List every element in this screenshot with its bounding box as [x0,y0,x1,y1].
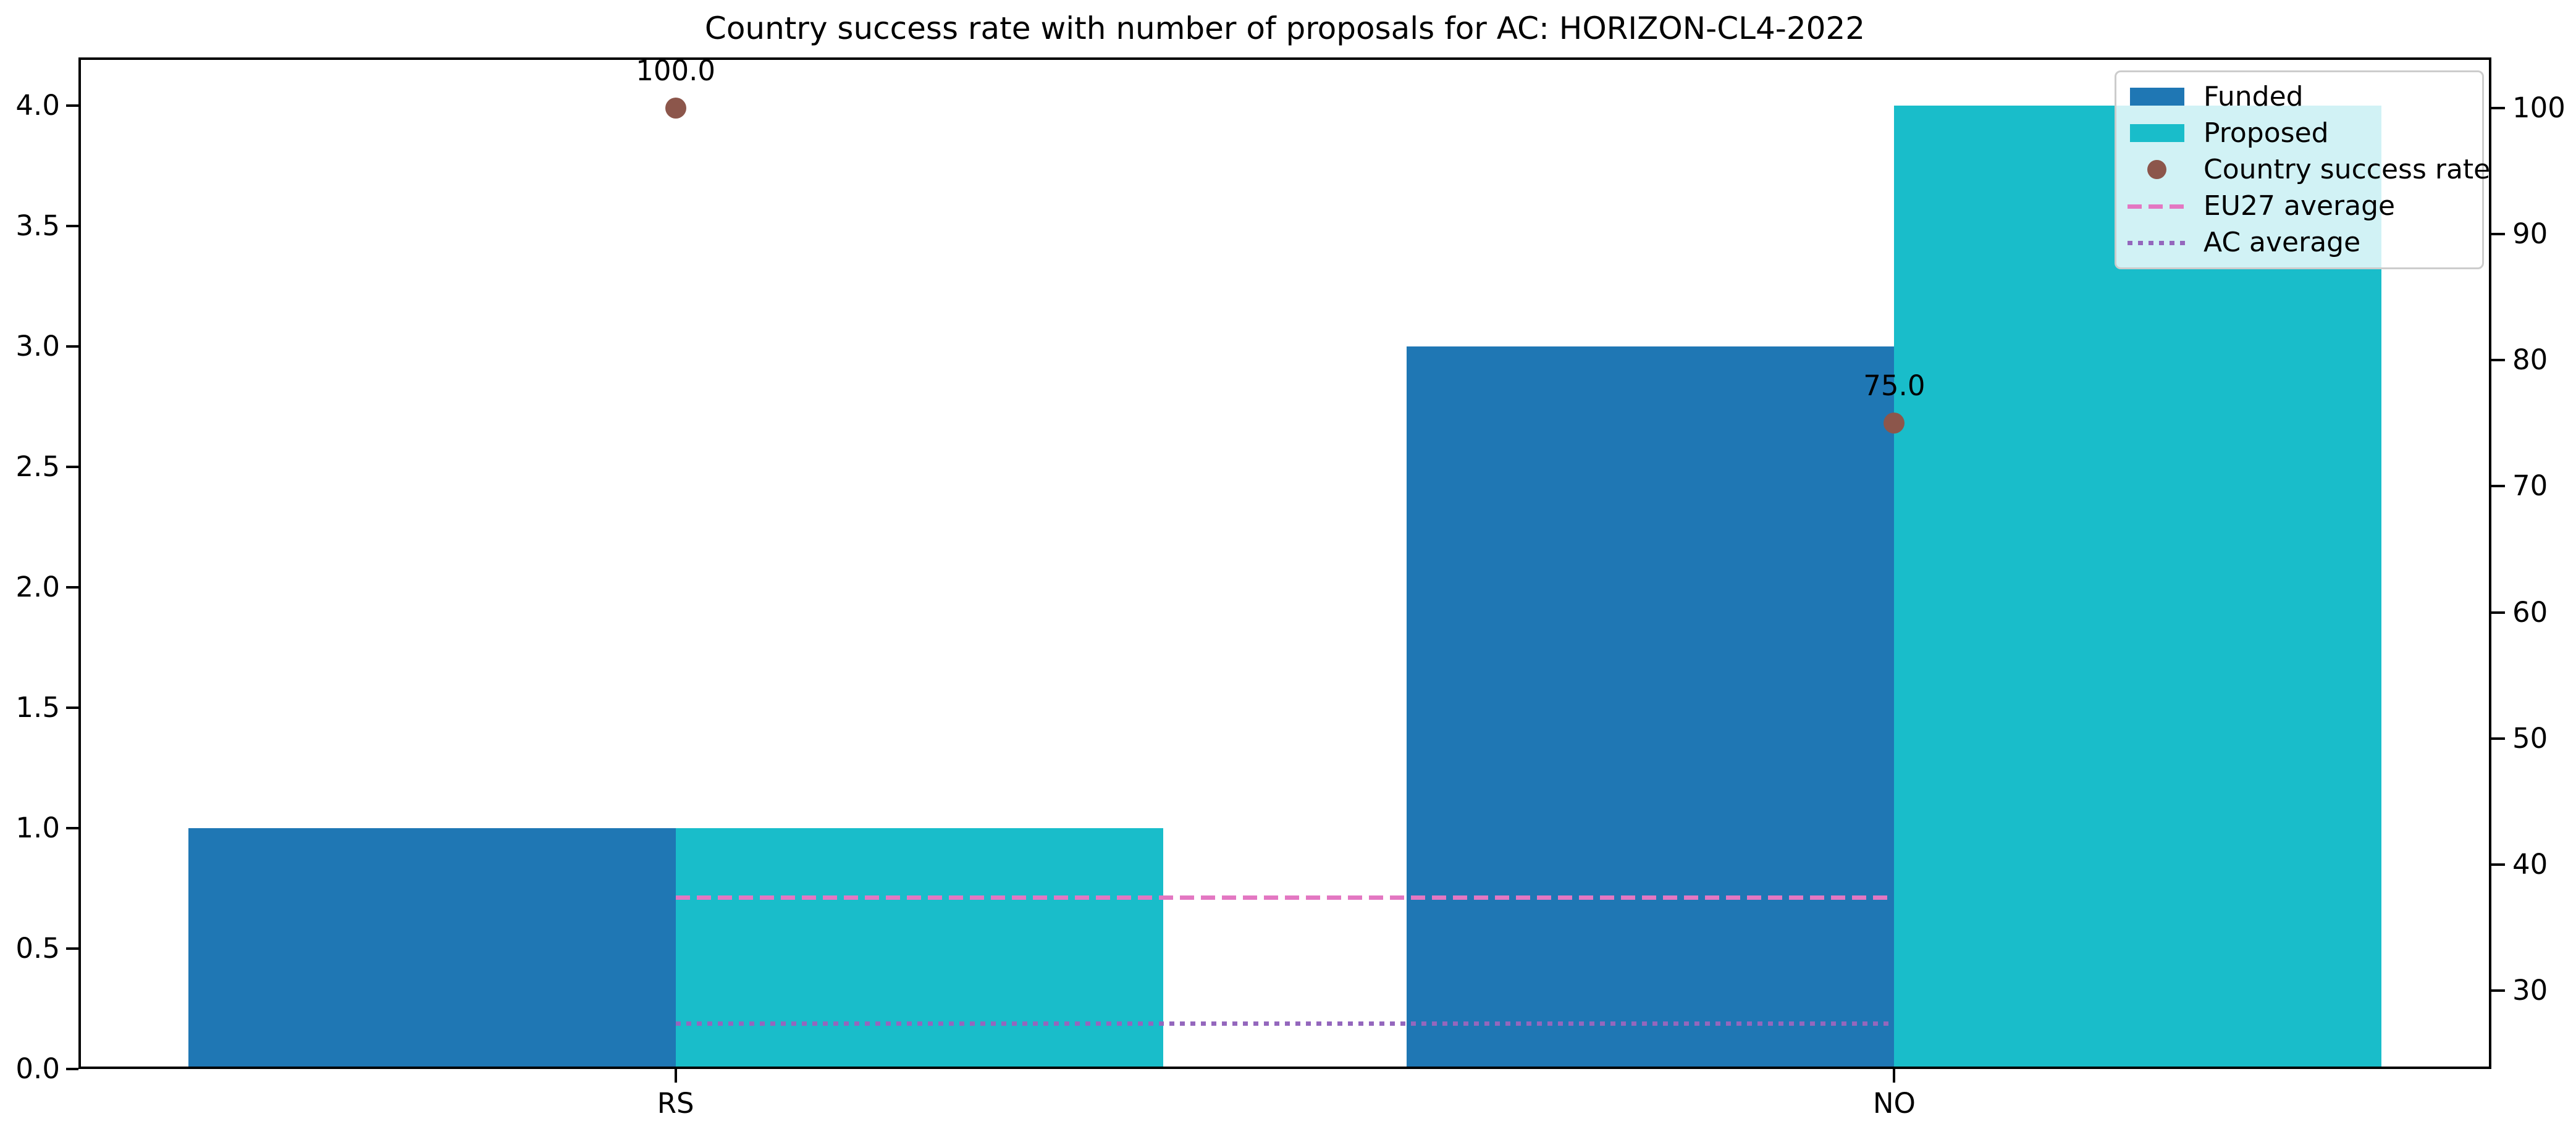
bar-funded-rs [188,828,676,1069]
patch-icon [2128,124,2186,143]
right-axis-tick-label-40: 40 [2512,848,2548,881]
left-axis-tick-4.0 [66,104,78,107]
left-axis-tick-label-1.0: 1.0 [15,811,60,844]
legend-label: EU27 average [2203,190,2396,222]
dot-icon [2128,160,2186,180]
dotted-line-icon [2128,240,2186,245]
left-axis-tick-label-0.5: 0.5 [15,932,60,965]
legend-label: Proposed [2203,117,2329,149]
x-axis-tick-rs [674,1069,677,1083]
right-axis-tick-90 [2491,232,2505,235]
left-axis-tick-1.0 [66,827,78,829]
right-axis-tick-80 [2491,359,2505,362]
legend-item-country-success-rate: Country success rate [2128,151,2490,188]
left-axis-tick-2.5 [66,466,78,468]
chart-title: Country success rate with number of prop… [704,10,1866,46]
left-axis-tick-3.0 [66,345,78,348]
x-axis-tick-no [1893,1069,1896,1083]
ac-average-line [675,1021,1895,1026]
left-axis-tick-label-3.5: 3.5 [15,209,60,242]
right-axis-tick-label-90: 90 [2512,217,2548,250]
left-axis-tick-label-3.0: 3.0 [15,330,60,363]
left-axis-tick-label-4.0: 4.0 [15,89,60,122]
right-axis-tick-label-30: 30 [2512,974,2548,1007]
legend-label: AC average [2203,227,2361,259]
legend-label: Country success rate [2203,153,2491,185]
legend-item-ac-average: AC average [2128,225,2471,261]
right-axis-tick-label-50: 50 [2512,721,2548,755]
legend-label: Funded [2203,80,2304,112]
legend-item-funded: Funded [2128,78,2471,115]
right-axis-tick-60 [2491,611,2505,614]
right-axis-tick-50 [2491,737,2505,740]
left-axis-tick-label-1.5: 1.5 [15,691,60,724]
left-axis-tick-2.0 [66,586,78,589]
right-axis-tick-70 [2491,485,2505,488]
success-rate-value-label-no: 75.0 [1863,369,1926,403]
right-axis-tick-label-60: 60 [2512,595,2548,629]
right-axis-tick-label-80: 80 [2512,343,2548,377]
left-axis-tick-1.5 [66,706,78,709]
country-success-rate-point-rs [665,97,686,119]
left-axis-tick-0.0 [66,1068,78,1070]
country-success-rate-point-no [1884,413,1905,434]
right-axis-tick-label-70: 70 [2512,469,2548,503]
left-axis-tick-label-0.0: 0.0 [15,1052,60,1085]
left-axis-tick-0.5 [66,947,78,950]
right-axis-tick-30 [2491,989,2505,992]
left-axis-tick-label-2.5: 2.5 [15,450,60,483]
success-rate-value-label-rs: 100.0 [636,54,716,87]
right-axis-tick-40 [2491,863,2505,866]
bar-funded-no [1407,346,1895,1069]
x-axis-tick-label-rs: RS [657,1087,694,1120]
legend-box: Funded Proposed Country success rate EU27 a… [2115,70,2490,269]
patch-icon [2128,88,2186,106]
dashed-line-icon [2128,204,2186,209]
left-axis-tick-3.5 [66,225,78,227]
right-axis-tick-label-100: 100 [2512,91,2565,124]
x-axis-tick-label-no: NO [1872,1087,1916,1120]
legend-item-eu27-average: EU27 average [2128,188,2471,225]
legend-item-proposed: Proposed [2128,115,2471,151]
eu27-average-line [675,895,1895,900]
bar-proposed-rs [675,828,1163,1069]
left-axis-tick-label-2.0: 2.0 [15,571,60,603]
right-axis-tick-100 [2491,106,2505,109]
